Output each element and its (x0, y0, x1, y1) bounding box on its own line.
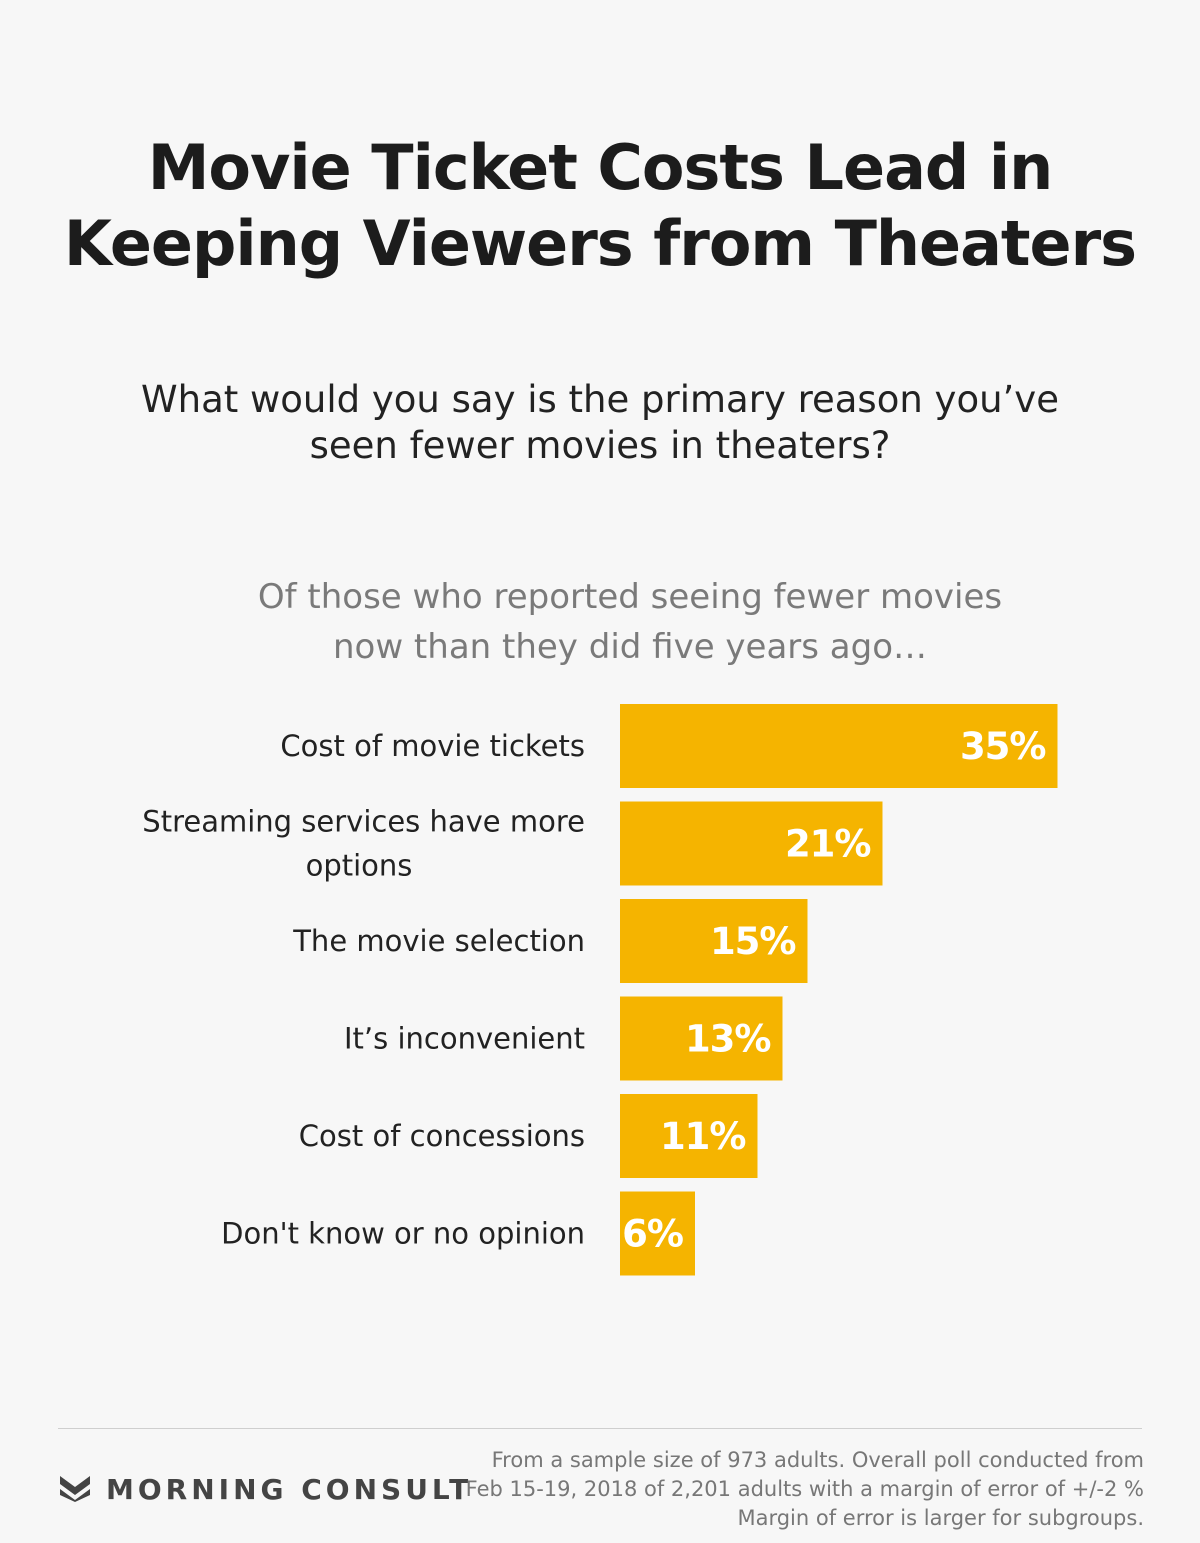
category-label-line: The movie selection (292, 924, 585, 958)
morning-consult-m-icon (60, 1476, 90, 1502)
category-label: The movie selection (292, 924, 585, 958)
category-label: It’s inconvenient (344, 1022, 585, 1056)
bar (620, 996, 783, 1081)
morning-consult-logo: MORNING CONSULT (60, 1472, 472, 1506)
bar (620, 1191, 695, 1276)
logo-text: MORNING CONSULT (106, 1472, 473, 1506)
bar-value-label: 6% (622, 1213, 683, 1256)
category-label-line: options (306, 849, 413, 883)
category-label-line: Streaming services have more (142, 805, 585, 839)
survey-question-line-1: What would you say is the primary reason… (141, 378, 1059, 421)
methodology-note-line-1: From a sample size of 973 adults. Overal… (491, 1448, 1144, 1472)
category-label-line: It’s inconvenient (344, 1022, 585, 1056)
bar-chart: 35% Cost of movie tickets 21% Streaming ser… (142, 704, 1058, 1276)
chart-subtitle-line-2: now than they did five years ago… (332, 627, 928, 667)
bar (620, 704, 1058, 788)
methodology-note: From a sample size of 973 adults. Overal… (424, 1446, 1144, 1533)
chart-subtitle: Of those who reported seeing fewer movie… (230, 572, 1030, 672)
category-label-line: Cost of concessions (299, 1119, 585, 1153)
survey-question-line-2: seen fewer movies in theaters? (309, 424, 891, 467)
bar (620, 1094, 758, 1178)
chart-subtitle-line-1: Of those who reported seeing fewer movie… (257, 577, 1003, 617)
methodology-note-line-3: Margin of error is larger for subgroups. (737, 1506, 1144, 1530)
methodology-note-line-2: Feb 15-19, 2018 of 2,201 adults with a m… (465, 1477, 1144, 1501)
bar (620, 899, 808, 983)
category-label: Don't know or no opinion (221, 1217, 585, 1251)
bar-value-label: 11% (660, 1115, 746, 1158)
category-label: Cost of concessions (299, 1119, 585, 1153)
survey-question: What would you say is the primary reason… (0, 377, 1200, 469)
chart-title-line-2: Keeping Viewers from Theaters (63, 207, 1137, 280)
bar (620, 801, 883, 886)
category-label-line: Cost of movie tickets (280, 729, 585, 763)
bar-value-label: 15% (710, 920, 796, 963)
footer-divider (58, 1428, 1142, 1429)
bar-value-label: 35% (960, 725, 1046, 768)
chart-title: Movie Ticket Costs Lead in Keeping Viewe… (0, 130, 1200, 282)
bar-value-label: 13% (685, 1018, 771, 1061)
category-label: Streaming services have more options (142, 805, 585, 883)
bar-value-label: 21% (785, 823, 871, 866)
category-label-line: Don't know or no opinion (221, 1217, 585, 1251)
chart-title-line-1: Movie Ticket Costs Lead in (147, 131, 1054, 204)
category-label: Cost of movie tickets (280, 729, 585, 763)
